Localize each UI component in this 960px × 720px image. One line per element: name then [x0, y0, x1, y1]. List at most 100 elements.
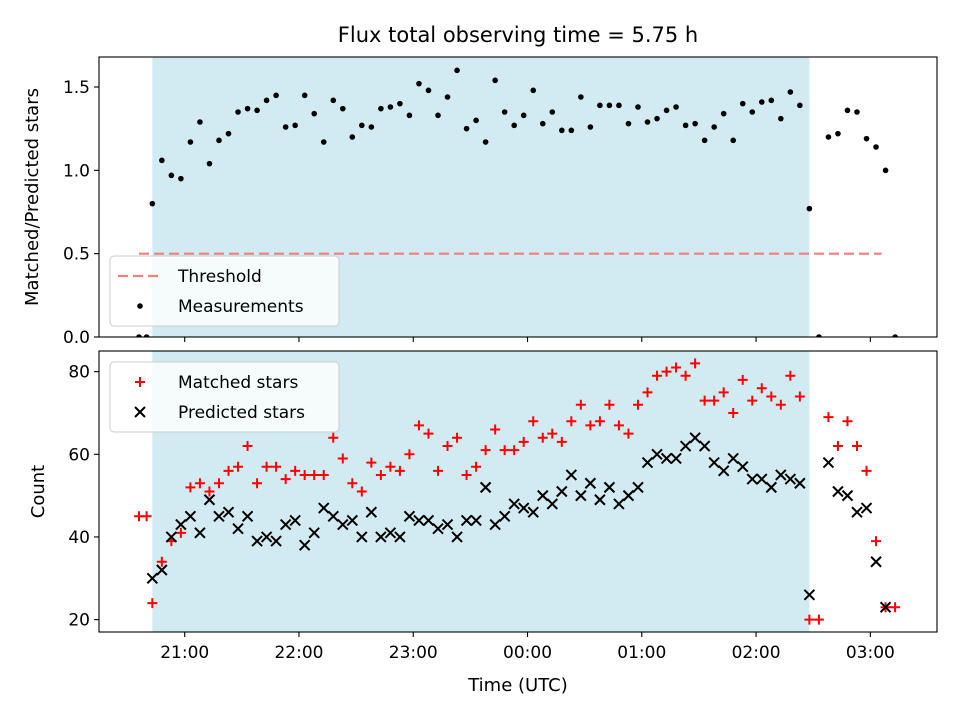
data-point: [871, 536, 882, 547]
data-point: [290, 465, 301, 476]
data-point: [403, 510, 416, 523]
data-point: [509, 445, 520, 456]
x-tick-label: 01:00: [617, 643, 666, 663]
data-point: [298, 539, 311, 551]
data-point: [233, 461, 244, 472]
data-point: [337, 453, 348, 464]
data-point: [717, 465, 730, 477]
data-point: [575, 399, 586, 410]
data-point: [501, 109, 508, 115]
data-point: [606, 102, 613, 109]
data-point: [308, 527, 320, 539]
data-point: [356, 486, 367, 497]
data-point: [528, 416, 539, 427]
data-point: [385, 461, 396, 472]
data-point: [730, 137, 737, 144]
data-point: [404, 449, 415, 460]
data-point: [539, 120, 546, 127]
data-point: [194, 527, 206, 539]
data-point: [746, 473, 758, 485]
data-point: [794, 391, 805, 402]
data-point: [413, 514, 425, 527]
figure-title: Flux total observing time = 5.75 h: [338, 23, 698, 47]
data-point: [375, 531, 387, 543]
data-point: [587, 124, 594, 130]
data-point: [232, 522, 244, 535]
data-point: [368, 124, 375, 130]
data-point: [823, 412, 834, 423]
data-point: [489, 518, 501, 531]
data-point: [375, 469, 386, 480]
data-point: [141, 511, 152, 522]
data-point: [616, 102, 622, 109]
data-point: [537, 432, 548, 443]
data-point: [832, 441, 843, 452]
data-point: [301, 92, 308, 99]
data-point: [530, 87, 537, 94]
data-point: [480, 445, 491, 456]
data-point: [635, 104, 641, 110]
data-point: [728, 407, 739, 418]
data-point: [785, 370, 796, 381]
data-point: [252, 478, 263, 489]
data-point: [136, 334, 142, 337]
data-point: [727, 452, 739, 465]
data-point: [339, 105, 346, 112]
data-point: [222, 506, 235, 518]
data-point: [470, 514, 482, 527]
data-point: [309, 469, 320, 480]
data-point: [568, 127, 575, 134]
data-point: [816, 334, 822, 337]
data-point: [784, 473, 797, 485]
data-point: [787, 89, 794, 95]
legend: Matched stars Predicted stars: [109, 361, 340, 433]
data-point: [311, 110, 318, 117]
data-point: [197, 119, 203, 125]
data-point: [613, 420, 624, 431]
data-point: [613, 498, 625, 510]
data-point: [194, 478, 205, 489]
data-point: [508, 498, 520, 510]
data-point: [632, 481, 644, 494]
legend-label: Threshold: [177, 267, 262, 287]
data-point: [882, 167, 889, 174]
data-point: [242, 441, 253, 452]
data-point: [270, 535, 282, 547]
data-point: [432, 522, 444, 535]
data-point: [644, 119, 651, 125]
data-point: [204, 486, 215, 497]
y-tick-label: 0.0: [63, 328, 90, 348]
data-point: [670, 452, 682, 465]
data-point: [479, 481, 492, 494]
data-point: [327, 510, 339, 523]
data-point: [556, 485, 568, 498]
data-point: [679, 440, 692, 452]
data-point: [282, 124, 289, 130]
data-point: [175, 527, 186, 538]
data-point: [168, 172, 175, 179]
data-point: [622, 489, 635, 502]
data-point: [842, 416, 853, 427]
data-point: [854, 109, 860, 115]
data-point: [187, 139, 194, 145]
data-point: [454, 67, 460, 74]
data-point: [585, 420, 596, 431]
data-point: [482, 139, 489, 145]
data-point: [261, 461, 272, 472]
legend: Threshold Measurements: [109, 255, 340, 327]
data-point: [292, 122, 298, 129]
panel-ratio: 0.0 0.5 1.0 1.5 Matched/Predicted stars Thres…: [22, 56, 938, 348]
data-point: [260, 531, 273, 543]
data-point: [498, 510, 511, 523]
data-point: [213, 510, 225, 523]
data-point: [682, 122, 689, 129]
data-point: [394, 465, 405, 476]
data-point: [206, 160, 213, 167]
data-point: [473, 117, 479, 124]
data-point: [146, 572, 159, 584]
data-point: [175, 518, 187, 531]
data-point: [708, 456, 720, 469]
data-point: [594, 416, 605, 427]
y-axis-label: Count: [28, 465, 49, 518]
data-point: [822, 456, 835, 469]
